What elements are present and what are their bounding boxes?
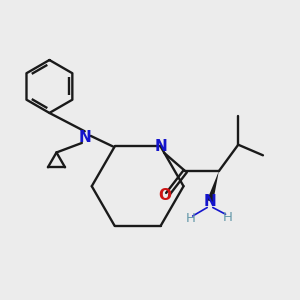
Text: N: N	[204, 194, 216, 209]
Text: N: N	[154, 139, 167, 154]
Text: H: H	[186, 212, 196, 225]
Text: O: O	[158, 188, 171, 203]
Polygon shape	[207, 171, 219, 202]
Text: H: H	[223, 211, 232, 224]
Text: N: N	[78, 130, 91, 145]
